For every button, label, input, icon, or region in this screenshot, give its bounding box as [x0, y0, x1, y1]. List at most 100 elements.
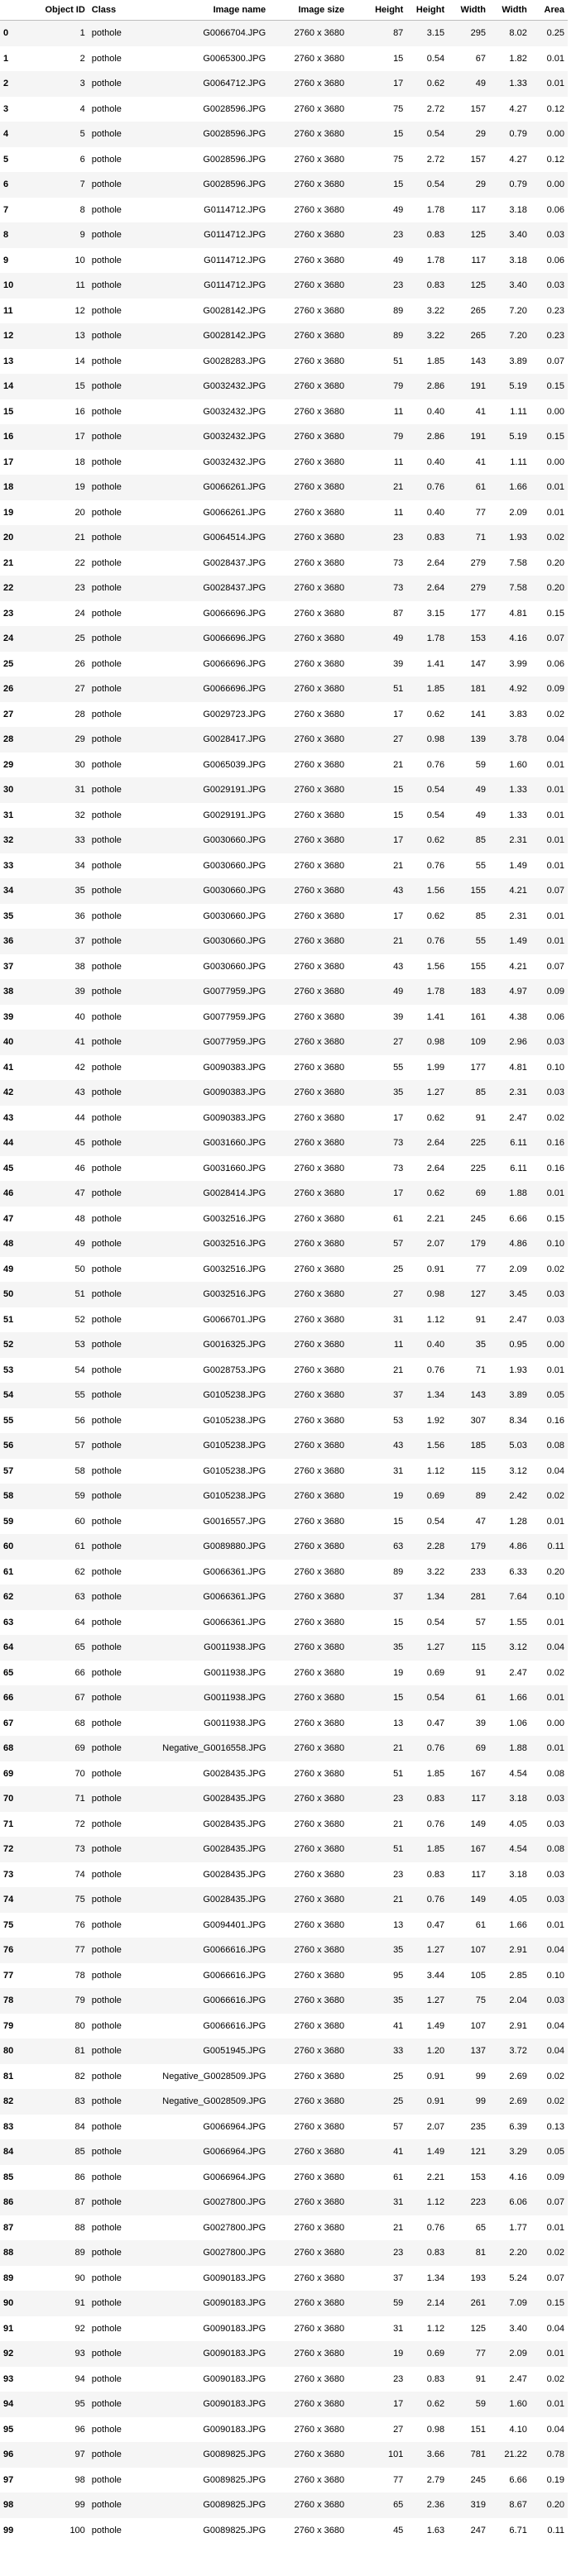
cell-image-size: 2760 x 3680 — [294, 2500, 345, 2511]
cell-image-size: 2760 x 3680 — [294, 154, 345, 165]
cell-class: pothole — [91, 2449, 122, 2460]
cell-width-px: 115 — [471, 1642, 486, 1653]
cell-row-index: 29 — [3, 759, 14, 770]
cell-object-id: 52 — [74, 1314, 85, 1325]
cell-height-cm: 3.22 — [426, 331, 445, 342]
cell-object-id: 98 — [74, 2474, 85, 2485]
cell-width-cm: 2.31 — [509, 835, 527, 846]
cell-height-px: 59 — [393, 2298, 404, 2309]
cell-height-cm: 1.85 — [426, 1844, 445, 1855]
cell-row-index: 60 — [3, 1541, 14, 1552]
cell-height-cm: 0.54 — [426, 785, 445, 796]
cell-row-index: 56 — [3, 1441, 14, 1451]
cell-width-cm: 1.49 — [509, 936, 527, 947]
cell-row-index: 83 — [3, 2121, 14, 2132]
cell-width-px: 91 — [475, 2373, 486, 2384]
cell-image-size: 2760 x 3680 — [294, 179, 345, 190]
table-row: 83 84 pothole G0066964.JPG 2760 x 3680 57 2.07… — [0, 2114, 568, 2139]
table-row: 58 59 pothole G0105238.JPG 2760 x 3680 19 0.69… — [0, 1484, 568, 1509]
cell-image-name: G0066701.JPG — [203, 1314, 266, 1325]
cell-width-px: 29 — [475, 179, 486, 190]
table-row: 76 77 pothole G0066616.JPG 2760 x 3680 35 1.27… — [0, 1938, 568, 1963]
cell-height-cm: 0.83 — [426, 1794, 445, 1804]
cell-image-size: 2760 x 3680 — [294, 1768, 345, 1779]
cell-class: pothole — [91, 103, 122, 114]
cell-class: pothole — [91, 79, 122, 89]
cell-height-cm: 0.69 — [426, 2349, 445, 2359]
cell-class: pothole — [91, 1693, 122, 1704]
cell-area: 0.03 — [546, 1818, 564, 1829]
cell-width-px: 137 — [470, 2046, 486, 2057]
cell-row-index: 54 — [3, 1390, 14, 1401]
cell-height-cm: 0.76 — [426, 1743, 445, 1754]
cell-image-size: 2760 x 3680 — [294, 2424, 345, 2435]
column-header-row-index — [0, 0, 40, 21]
cell-area: 0.20 — [546, 1566, 564, 1577]
cell-class: pothole — [91, 406, 122, 417]
cell-width-px: 91 — [475, 1667, 486, 1678]
cell-area: 0.01 — [546, 482, 564, 493]
cell-height-cm: 0.40 — [426, 507, 445, 518]
cell-width-px: 105 — [470, 1970, 486, 1981]
cell-class: pothole — [91, 533, 122, 543]
table-row: 64 65 pothole G0011938.JPG 2760 x 3680 35 1.27… — [0, 1635, 568, 1661]
cell-row-index: 26 — [3, 684, 14, 695]
cell-object-id: 83 — [74, 2096, 85, 2107]
cell-image-size: 2760 x 3680 — [294, 1919, 345, 1930]
cell-width-px: 59 — [475, 759, 486, 770]
cell-object-id: 24 — [74, 608, 85, 619]
cell-area: 0.01 — [546, 1693, 564, 1704]
cell-image-name: G0066696.JPG — [203, 633, 266, 644]
cell-class: pothole — [91, 785, 122, 796]
cell-width-px: 191 — [470, 381, 486, 392]
cell-width-cm: 5.24 — [509, 2273, 527, 2283]
table-row: 23 24 pothole G0066696.JPG 2760 x 3680 87 3.15… — [0, 600, 568, 626]
cell-width-px: 99 — [475, 2071, 486, 2081]
cell-height-cm: 1.41 — [426, 1011, 445, 1022]
cell-height-px: 87 — [393, 608, 404, 619]
cell-image-name: G0066261.JPG — [203, 482, 266, 493]
cell-width-cm: 1.11 — [510, 456, 527, 467]
cell-height-px: 15 — [393, 179, 404, 190]
cell-image-size: 2760 x 3680 — [294, 2020, 345, 2031]
table-row: 81 82 pothole Negative_G0028509.JPG 2760 x 3… — [0, 2063, 568, 2089]
cell-object-id: 65 — [74, 1642, 85, 1653]
cell-width-cm: 2.47 — [509, 1667, 527, 1678]
cell-area: 0.05 — [546, 1390, 564, 1401]
cell-height-cm: 0.91 — [426, 2071, 445, 2081]
cell-width-px: 41 — [475, 406, 486, 417]
cell-area: 0.04 — [546, 734, 564, 745]
table-row: 63 64 pothole G0066361.JPG 2760 x 3680 15 0.54… — [0, 1609, 568, 1635]
cell-row-index: 61 — [3, 1566, 14, 1577]
cell-image-name: G0090183.JPG — [203, 2373, 266, 2384]
cell-area: 0.10 — [546, 1592, 564, 1603]
cell-row-index: 46 — [3, 1188, 14, 1199]
column-header-height-px: Height — [348, 0, 407, 21]
cell-height-cm: 0.83 — [426, 1869, 445, 1880]
cell-image-name: G0032432.JPG — [203, 381, 266, 392]
cell-width-cm: 2.69 — [509, 2096, 527, 2107]
cell-height-cm: 1.34 — [426, 1390, 445, 1401]
cell-image-name: G0027800.JPG — [203, 2222, 266, 2233]
cell-row-index: 57 — [3, 1465, 14, 1476]
cell-image-size: 2760 x 3680 — [294, 1516, 345, 1527]
cell-height-px: 27 — [393, 1037, 404, 1048]
cell-width-cm: 3.40 — [509, 2323, 527, 2334]
cell-height-px: 19 — [393, 1667, 404, 1678]
cell-height-cm: 0.76 — [426, 860, 445, 871]
cell-width-cm: 8.67 — [509, 2500, 527, 2511]
table-row: 51 52 pothole G0066701.JPG 2760 x 3680 31 1.12… — [0, 1307, 568, 1332]
cell-width-cm: 3.12 — [509, 1465, 527, 1476]
cell-object-id: 16 — [74, 406, 85, 417]
cell-height-px: 21 — [393, 1895, 404, 1905]
cell-object-id: 85 — [74, 2147, 85, 2158]
cell-area: 0.02 — [546, 2248, 564, 2258]
cell-height-cm: 2.79 — [426, 2474, 445, 2485]
cell-image-name: G0089825.JPG — [203, 2449, 266, 2460]
cell-area: 0.09 — [546, 987, 564, 997]
cell-object-id: 1 — [79, 28, 85, 39]
cell-image-size: 2760 x 3680 — [294, 583, 345, 594]
cell-width-cm: 4.27 — [509, 154, 527, 165]
cell-object-id: 69 — [74, 1743, 85, 1754]
cell-row-index: 44 — [3, 1138, 14, 1149]
